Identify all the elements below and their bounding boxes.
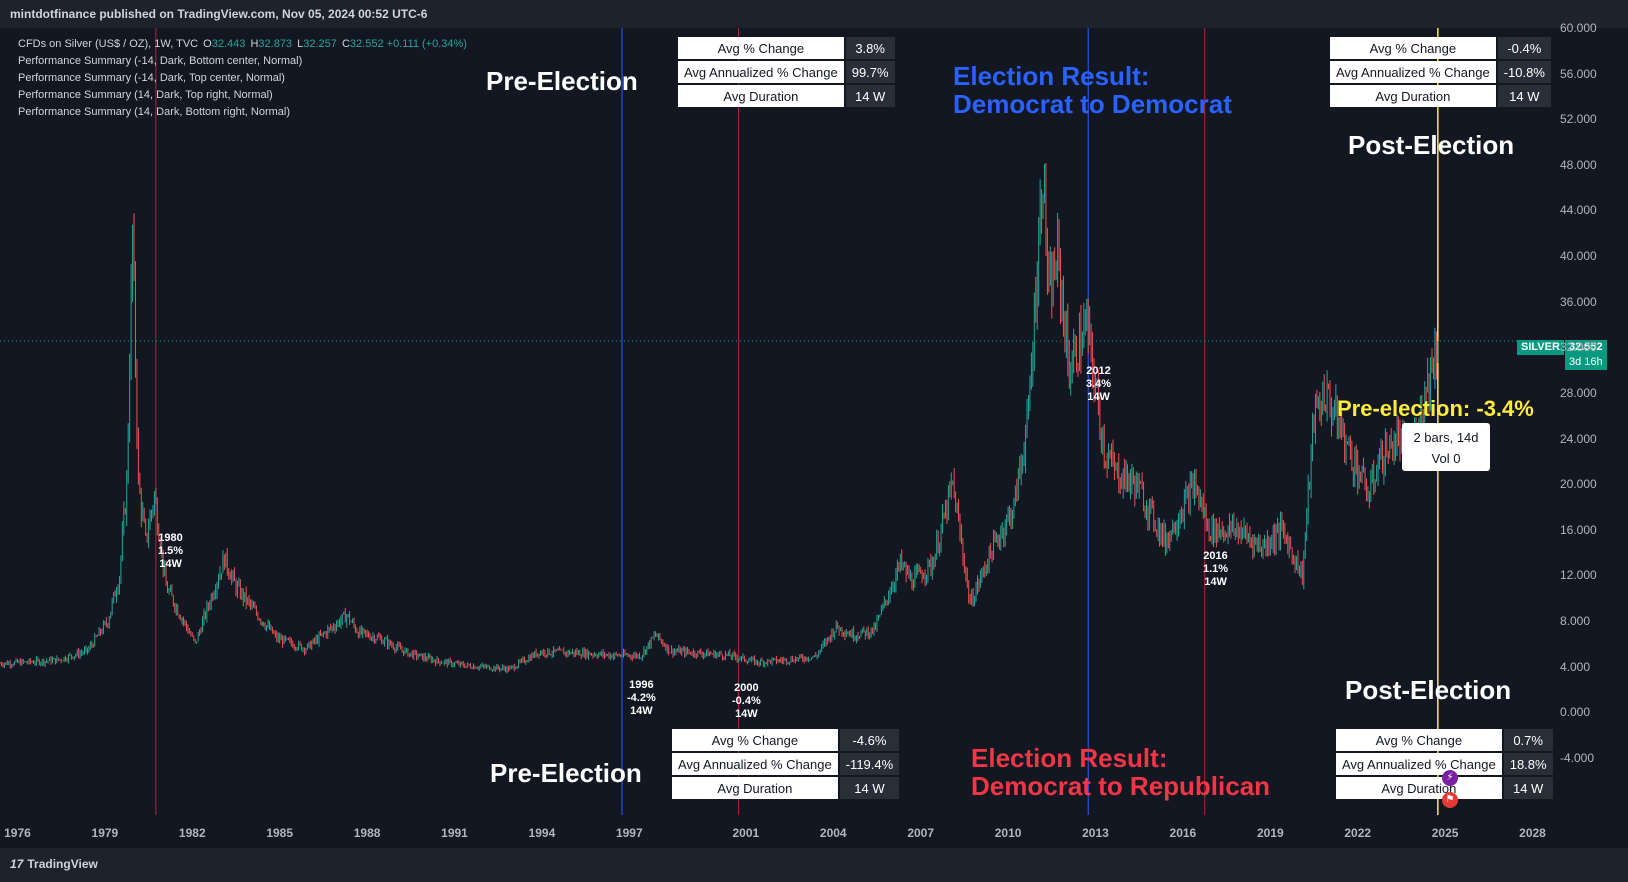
table-top-right: Avg % Change -0.4% Avg Annualized % Chang… [1328, 35, 1553, 109]
legend-low: 32.257 [303, 38, 337, 50]
x-tick-label: 2016 [1169, 826, 1197, 840]
annotation-1996: 1996 -4.2% 14W [627, 679, 656, 717]
price-chart[interactable] [0, 28, 1628, 848]
x-tick-label: 2025 [1431, 826, 1459, 840]
y-tick-label: 20.000 [1560, 477, 1597, 492]
tradingview-logo[interactable]: 17 TradingView [10, 857, 98, 871]
legend-open: 32.443 [211, 38, 246, 50]
table-top-center: Avg % Change 3.8% Avg Annualized % Change… [676, 35, 897, 109]
x-tick-label: 1994 [528, 826, 556, 840]
x-tick-label: 2028 [1519, 826, 1546, 840]
publisher-text: mintdotfinance published on TradingView.… [10, 7, 428, 21]
indicator-legend-3[interactable]: Performance Summary (14, Dark, Top right… [18, 89, 273, 101]
x-tick-label: 2007 [907, 826, 935, 840]
legend-high: 32.873 [258, 38, 293, 50]
x-tick-label: 2019 [1256, 826, 1284, 840]
us-flag-event-icon[interactable]: ⚑ [1442, 792, 1458, 808]
annotation-2016: 2016 1.1% 14W [1203, 550, 1229, 588]
y-tick-label: 56.000 [1560, 66, 1597, 81]
y-tick-label: 44.000 [1560, 203, 1597, 218]
pre-election-bottom-title: Pre-Election [490, 758, 642, 788]
y-tick-label: 24.000 [1560, 431, 1597, 446]
table-bottom-center: Avg % Change -4.6% Avg Annualized % Chang… [670, 727, 901, 801]
y-tick-label: 0.000 [1560, 705, 1591, 720]
x-tick-label: 2022 [1344, 826, 1372, 840]
x-tick-label: 1976 [4, 826, 31, 840]
x-tick-label: 1985 [266, 826, 294, 840]
x-tick-label: 1979 [91, 826, 119, 840]
indicator-legend-4[interactable]: Performance Summary (14, Dark, Bottom ri… [18, 106, 291, 118]
legend-symbol-row[interactable]: CFDs on Silver (US$ / OZ), 1W, TVC O32.4… [18, 38, 467, 50]
y-tick-label: 12.000 [1560, 568, 1597, 583]
y-tick-label: 32.000 [1560, 340, 1597, 355]
bottom-bar: 17 TradingView [0, 848, 1628, 882]
symbol-badge: SILVER [1517, 340, 1564, 355]
pre-election-top-title: Pre-Election [486, 66, 638, 96]
x-tick-label: 1991 [441, 826, 468, 840]
indicator-legend-2[interactable]: Performance Summary (-14, Dark, Top cent… [18, 72, 285, 84]
chart-pane[interactable] [0, 28, 1628, 848]
table-bottom-right: Avg % Change 0.7% Avg Annualized % Change… [1334, 727, 1555, 801]
election-result-dd: Election Result: Democrat to Democrat [953, 61, 1232, 119]
y-tick-label: 52.000 [1560, 112, 1597, 127]
chart-legend: CFDs on Silver (US$ / OZ), 1W, TVC O32.4… [18, 36, 467, 121]
countdown-badge: 3d 16h [1565, 355, 1607, 370]
x-tick-label: 2004 [819, 826, 847, 840]
y-tick-label: 36.000 [1560, 294, 1597, 309]
post-election-bottom-title: Post-Election [1345, 675, 1512, 705]
legend-close: 32.552 [349, 38, 384, 50]
flash-event-icon[interactable]: ⚡ [1442, 770, 1458, 786]
annotation-2000: 2000 -0.4% 14W [732, 682, 761, 720]
pre-election-current-label: Pre-election: -3.4% [1337, 396, 1534, 421]
y-tick-label: 60.000 [1560, 21, 1597, 35]
legend-symbol: CFDs on Silver (US$ / OZ), 1W, TVC [18, 38, 199, 50]
y-tick-label: 48.000 [1560, 157, 1597, 172]
x-tick-label: 1982 [178, 826, 206, 840]
annotation-1980: 1980 1.5% 14W [158, 532, 184, 570]
y-tick-label: 16.000 [1560, 522, 1597, 537]
post-election-top-title: Post-Election [1348, 130, 1515, 160]
last-price-badge: 32.552 [1565, 340, 1607, 355]
y-tick-label: 40.000 [1560, 249, 1597, 264]
measure-tooltip: 2 bars, 14d Vol 0 [1402, 423, 1490, 471]
y-tick-label: 4.000 [1560, 659, 1591, 674]
x-tick-label: 1988 [353, 826, 381, 840]
x-tick-label: 2001 [732, 826, 760, 840]
y-tick-label: 28.000 [1560, 385, 1597, 400]
y-tick-label: 8.000 [1560, 614, 1591, 629]
x-tick-label: 1997 [615, 826, 643, 840]
annotation-2012: 2012 3.4% 14W [1086, 365, 1112, 403]
legend-change: +0.111 (+0.34%) [386, 38, 467, 50]
indicator-legend-1[interactable]: Performance Summary (-14, Dark, Bottom c… [18, 55, 303, 67]
election-result-dr: Election Result: Democrat to Republican [971, 743, 1271, 801]
x-tick-label: 2010 [994, 826, 1022, 840]
tv-logo-icon: 17 [10, 857, 24, 871]
top-bar: mintdotfinance published on TradingView.… [0, 0, 1628, 28]
x-tick-label: 2013 [1082, 826, 1109, 840]
y-tick-label: -4.000 [1560, 750, 1595, 765]
